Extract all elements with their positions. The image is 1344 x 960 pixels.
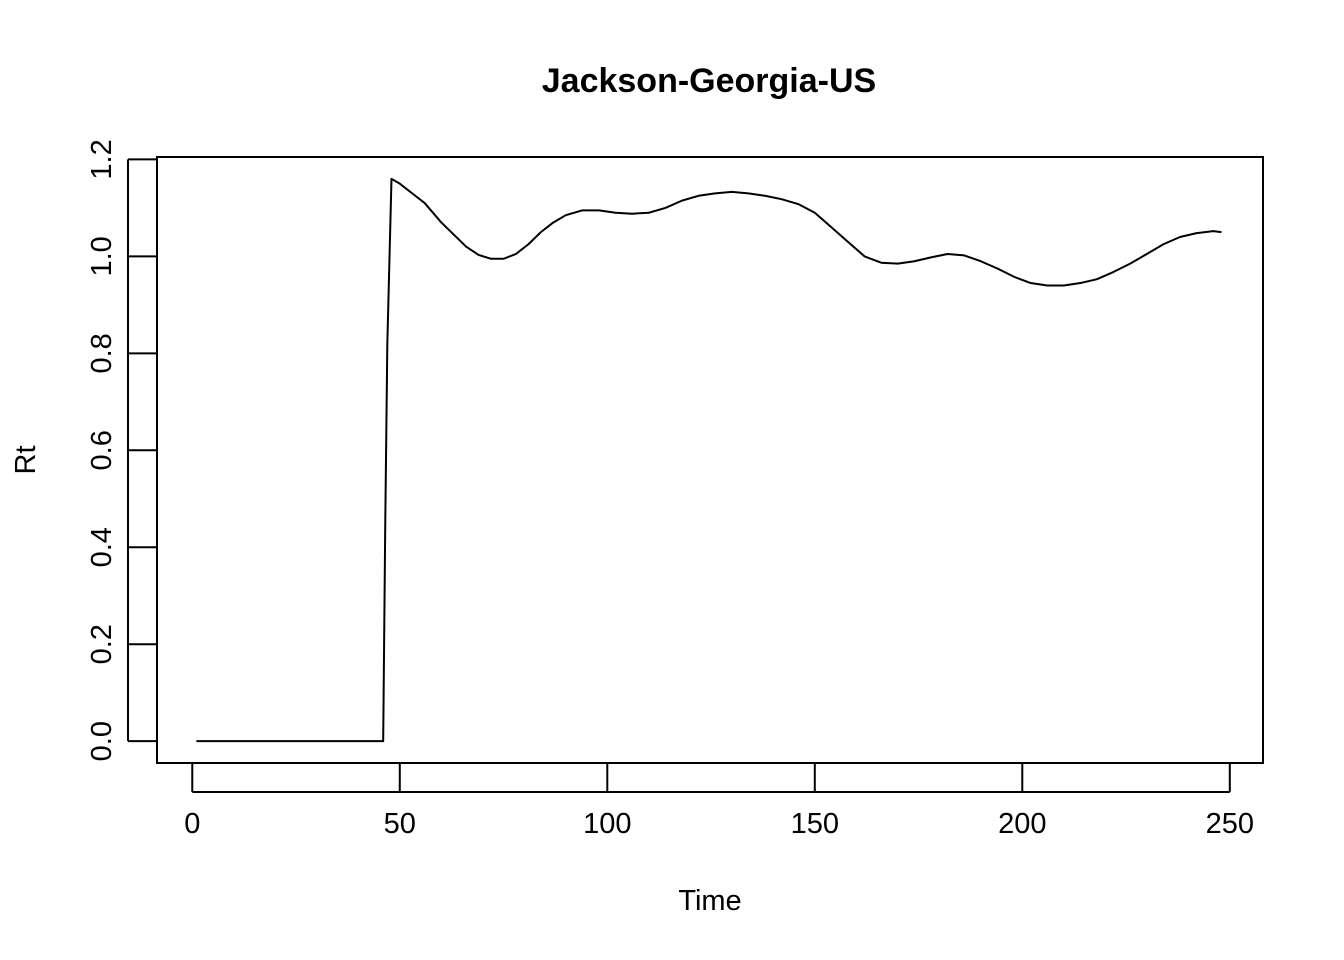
x-tick-label: 100	[583, 808, 631, 840]
x-axis-label: Time	[678, 885, 741, 917]
y-tick-label: 1.2	[86, 139, 118, 179]
x-tick-label: 150	[791, 808, 839, 840]
chart-title: Jackson-Georgia-US	[542, 62, 876, 100]
y-tick-label: 0.0	[86, 721, 118, 761]
x-tick-label: 250	[1206, 808, 1254, 840]
series-layer	[196, 177, 1222, 743]
y-axis-label: Rt	[10, 446, 42, 475]
y-tick-label: 0.6	[86, 430, 118, 470]
y-tick-label: 0.8	[86, 333, 118, 373]
y-tick-label: 1.0	[86, 236, 118, 276]
series-line-0	[196, 177, 1222, 743]
y-axis: 0.0 0.2 0.4 0.6 0.8 1.0 1.2	[86, 139, 157, 761]
y-tick-label: 0.2	[86, 624, 118, 664]
plot-frame	[156, 156, 1264, 764]
x-tick-label: 200	[998, 808, 1046, 840]
x-tick-label: 50	[384, 808, 416, 840]
x-tick-label: 0	[184, 808, 200, 840]
y-tick-label: 0.4	[86, 527, 118, 567]
x-axis: 0 50 100 150 200 250	[184, 763, 1254, 840]
